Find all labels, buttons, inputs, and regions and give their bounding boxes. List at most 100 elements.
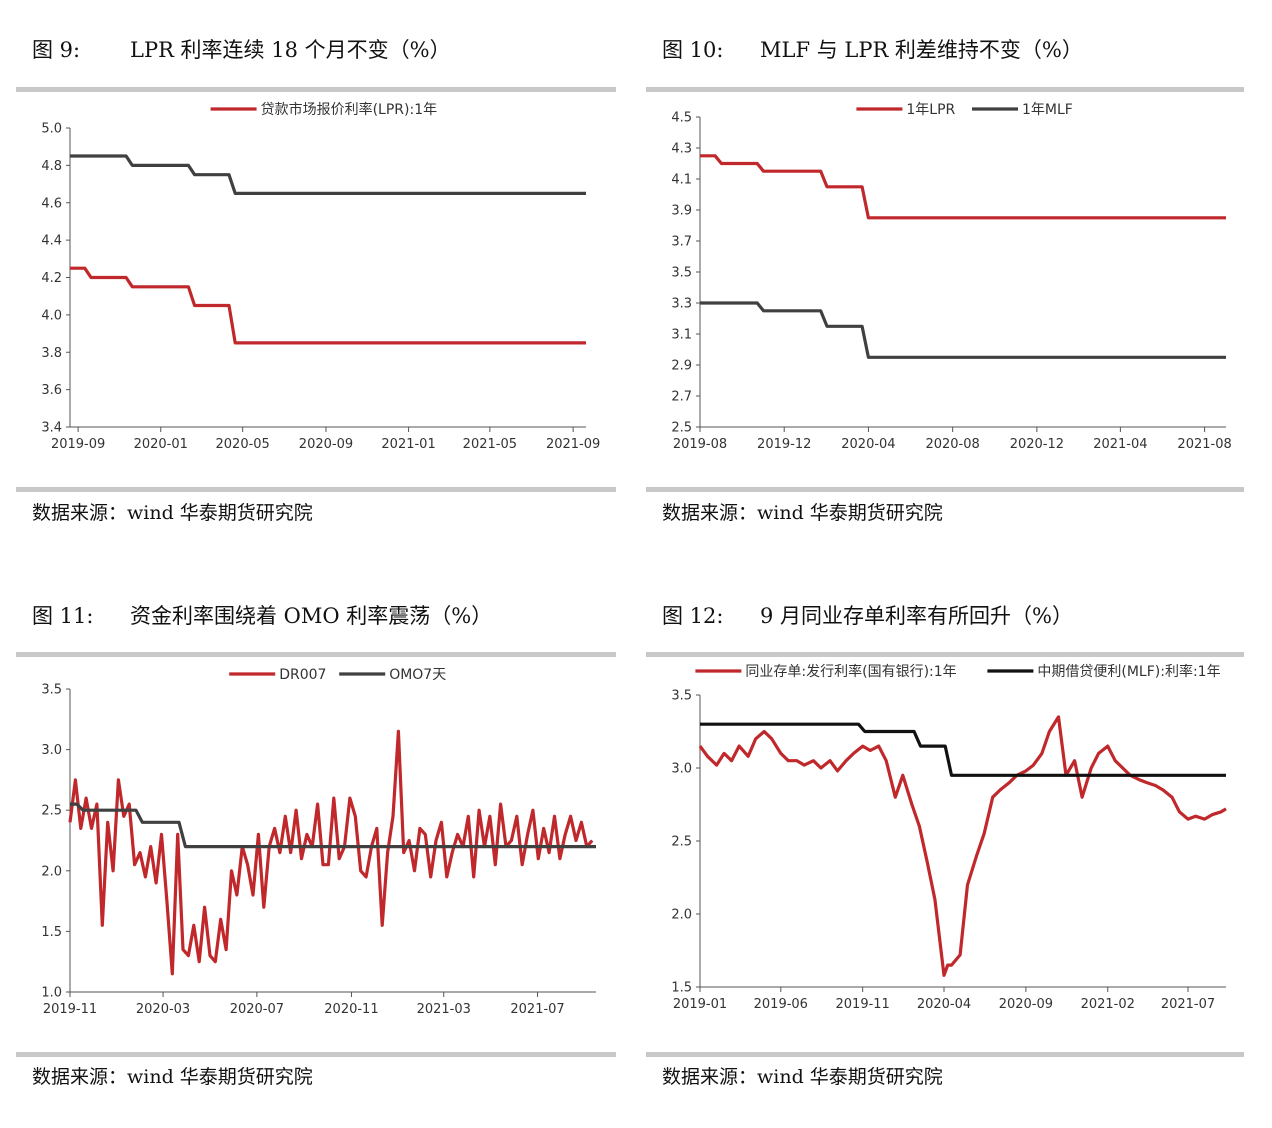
y-tick-label: 2.7: [671, 390, 692, 405]
y-tick-label: 1.5: [41, 925, 62, 940]
bottom-rule: [16, 487, 616, 492]
x-tick-label: 2021-03: [417, 1002, 471, 1017]
y-tick-label: 3.0: [671, 762, 692, 777]
y-tick-label: 3.9: [671, 204, 692, 219]
y-tick-label: 2.5: [41, 804, 62, 819]
bottom-rule: [646, 1052, 1244, 1057]
y-tick-label: 5.0: [41, 122, 62, 137]
figure-number: 图 12:: [662, 604, 724, 628]
x-tick-label: 2020-01: [134, 437, 188, 452]
top-rule: [646, 652, 1244, 657]
top-rule: [16, 87, 616, 92]
y-tick-label: 3.5: [671, 266, 692, 281]
y-tick-label: 3.5: [41, 683, 62, 698]
series-line-2: [700, 722, 1226, 777]
y-tick-label: 3.8: [41, 346, 62, 361]
y-tick-label: 3.6: [41, 383, 62, 398]
x-tick-label: 2021-01: [381, 437, 435, 452]
x-tick-label: 2020-03: [136, 1002, 190, 1017]
y-tick-label: 3.0: [41, 743, 62, 758]
x-tick-label: 2020-08: [925, 437, 979, 452]
x-tick-label: 2019-09: [51, 437, 105, 452]
x-tick-label: 2020-09: [999, 997, 1053, 1012]
y-tick-label: 2.0: [41, 864, 62, 879]
x-tick-label: 2020-07: [230, 1002, 284, 1017]
source-note: 数据来源：wind 华泰期货研究院: [662, 1066, 943, 1088]
x-tick-label: 2020-11: [324, 1002, 378, 1017]
source-note: 数据来源：wind 华泰期货研究院: [662, 502, 943, 524]
y-tick-label: 3.7: [671, 235, 692, 250]
y-tick-label: 2.9: [671, 359, 692, 374]
figure-title-4: 图 12: 9 月同业存单利率有所回升（%）: [662, 600, 1073, 630]
x-tick-label: 2019-06: [754, 997, 808, 1012]
x-tick-label: 2019-11: [43, 1002, 97, 1017]
bottom-rule: [16, 1052, 616, 1057]
legend-label-1: DR007: [279, 667, 326, 683]
y-tick-label: 4.4: [41, 234, 62, 249]
x-tick-label: 2021-05: [463, 437, 517, 452]
figure-number: 图 11:: [32, 604, 94, 628]
x-tick-label: 2020-04: [841, 437, 895, 452]
x-tick-label: 2021-07: [1161, 997, 1215, 1012]
x-tick-label: 2019-01: [673, 997, 727, 1012]
figure-title-text: 9 月同业存单利率有所回升（%）: [760, 604, 1073, 628]
figure-title-text: 资金利率围绕着 OMO 利率震荡（%）: [130, 604, 493, 628]
y-tick-label: 3.1: [671, 328, 692, 343]
source-note: 数据来源：wind 华泰期货研究院: [32, 1066, 313, 1088]
y-tick-label: 2.0: [671, 908, 692, 923]
y-tick-label: 4.5: [671, 111, 692, 126]
y-tick-label: 4.8: [41, 159, 62, 174]
series-line-2: [70, 154, 586, 195]
y-tick-label: 4.1: [671, 173, 692, 188]
x-tick-label: 2020-12: [1010, 437, 1064, 452]
legend-label-2: OMO7天: [389, 667, 446, 683]
legend-label-1: 1年LPR: [906, 102, 955, 118]
figure-title-text: LPR 利率连续 18 个月不变（%）: [130, 38, 451, 62]
figure-title-2: 图 10: MLF 与 LPR 利差维持不变（%）: [662, 34, 1083, 64]
y-tick-label: 1.0: [41, 986, 62, 1001]
top-rule: [16, 652, 616, 657]
figure-title-3: 图 11: 资金利率围绕着 OMO 利率震荡（%）: [32, 600, 492, 630]
legend-label-1: 贷款市场报价利率(LPR):1年: [261, 101, 438, 118]
legend-label-1: 同业存单:发行利率(国有银行):1年: [745, 663, 956, 680]
series-line-1: [700, 154, 1226, 220]
y-tick-label: 3.4: [41, 421, 62, 436]
y-tick-label: 4.6: [41, 196, 62, 211]
legend-label-2: 1年MLF: [1022, 102, 1073, 118]
chart-3: 1.0 1.5 2.0 2.5 3.0 3.5 2019-11 2020-03 2020-07 2…: [41, 667, 596, 1017]
y-tick-label: 4.3: [671, 142, 692, 157]
bottom-rule: [646, 487, 1244, 492]
chart-4: 1.5 2.0 2.5 3.0 3.5 2019-01 2019-06 2019-11 2020…: [671, 663, 1227, 1012]
x-tick-label: 2019-12: [757, 437, 811, 452]
series-line-1: [70, 266, 586, 345]
chart-1: 3.4 3.6 3.8 4.0 4.2 4.4 4.6 4.8 5.0 2019-09 2020-0…: [41, 101, 600, 452]
chart-2: 2.5 2.7 2.9 3.1 3.3 3.5 3.7 3.9 4.1 4.3 4.5 2019-08…: [671, 102, 1231, 452]
y-tick-label: 2.5: [671, 835, 692, 850]
x-tick-label: 2020-05: [216, 437, 270, 452]
x-tick-label: 2021-07: [510, 1002, 564, 1017]
y-tick-label: 1.5: [671, 981, 692, 996]
x-tick-label: 2021-04: [1093, 437, 1147, 452]
x-tick-label: 2020-04: [917, 997, 971, 1012]
series-line-2: [700, 301, 1226, 359]
figure-number: 图 10:: [662, 38, 724, 62]
x-tick-label: 2021-08: [1177, 437, 1231, 452]
x-tick-label: 2020-09: [299, 437, 353, 452]
y-tick-label: 4.2: [41, 271, 62, 286]
source-note: 数据来源：wind 华泰期货研究院: [32, 502, 313, 524]
y-tick-label: 4.0: [41, 308, 62, 323]
legend-label-2: 中期借贷便利(MLF):利率:1年: [1037, 663, 1220, 680]
x-tick-label: 2019-11: [836, 997, 890, 1012]
series-line-1: [68, 729, 594, 976]
series-line-2: [70, 802, 596, 849]
y-tick-label: 3.5: [671, 689, 692, 704]
figure-title-text: MLF 与 LPR 利差维持不变（%）: [760, 38, 1083, 62]
x-tick-label: 2021-09: [546, 437, 600, 452]
figure-number: 图 9:: [32, 38, 81, 62]
x-tick-label: 2019-08: [673, 437, 727, 452]
series-line-1: [698, 715, 1227, 977]
y-tick-label: 2.5: [671, 421, 692, 436]
top-rule: [646, 87, 1244, 92]
figure-title-1: 图 9: LPR 利率连续 18 个月不变（%）: [32, 34, 451, 64]
y-tick-label: 3.3: [671, 297, 692, 312]
